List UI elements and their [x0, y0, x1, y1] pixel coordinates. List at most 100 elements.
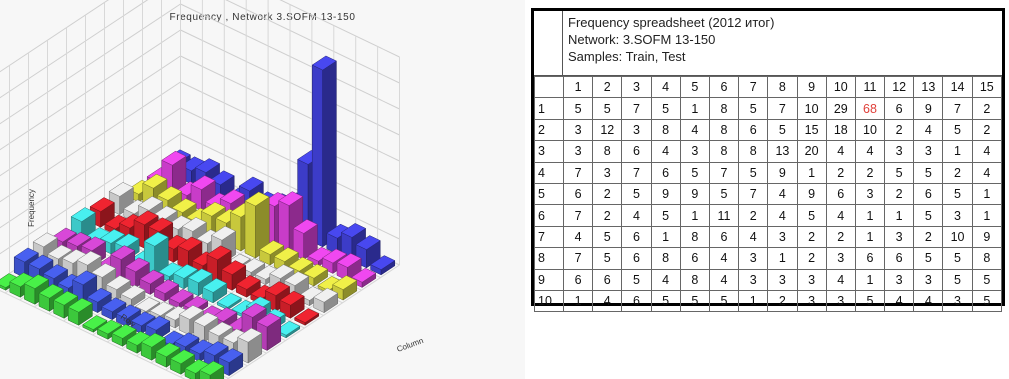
- table-cell: 2: [592, 204, 623, 227]
- bar: [47, 244, 73, 260]
- table-cell: 4: [708, 247, 740, 270]
- table-cell: 5: [942, 268, 973, 291]
- bar: [155, 342, 181, 358]
- bar: [80, 236, 107, 252]
- table-cell: 5: [942, 182, 973, 206]
- table-cell: 4: [854, 140, 886, 163]
- bar: [70, 207, 96, 222]
- table-cell: 7: [621, 97, 652, 120]
- bar: [96, 319, 123, 335]
- bar: [219, 189, 245, 204]
- table-cell: 9: [767, 161, 798, 184]
- table-cell: 8: [971, 247, 1003, 270]
- table-cell: 15: [796, 118, 827, 142]
- bar: [105, 275, 131, 290]
- table-cell: 9: [971, 225, 1003, 249]
- bar: [149, 301, 175, 317]
- bar: [370, 255, 396, 270]
- bar: [139, 269, 165, 285]
- table-cell: 3: [913, 268, 944, 291]
- table-cell: 1: [679, 204, 710, 227]
- row-label: 4: [534, 161, 564, 184]
- bar: [101, 297, 127, 313]
- frequency-table: 1 2 3 4 5 6 7 8 9 10 11 12 13 14 15 1 5 5 7 5 1 8 5 7 10 29 68 6 9 7 2…: [534, 75, 1003, 313]
- bar: [294, 308, 320, 323]
- bar: [130, 311, 156, 327]
- table-cell: 5: [592, 97, 623, 120]
- bar: [244, 200, 256, 259]
- grid-line: [0, 55, 181, 177]
- table-cell: 2: [854, 161, 886, 184]
- table-cell: 5: [592, 247, 623, 270]
- table-cell: 3: [884, 225, 915, 249]
- bar: [275, 320, 301, 336]
- y-axis-label: Frequency: [27, 189, 36, 227]
- table-cell: 5: [679, 289, 710, 313]
- table-cell: 6: [562, 182, 594, 206]
- table-cell: 5: [650, 97, 681, 120]
- table-cell: 6: [592, 268, 623, 291]
- table-cell: 2: [825, 161, 856, 184]
- table-cell: 4: [767, 182, 798, 206]
- table-cell: 5: [562, 97, 594, 120]
- table-cell: 3: [884, 268, 915, 291]
- table-cell: 5: [738, 161, 769, 184]
- table-cell: 2: [884, 182, 915, 206]
- table-cell: 3: [796, 289, 827, 313]
- table-cell: 8: [738, 140, 769, 163]
- bar: [340, 223, 367, 238]
- column-header: 2: [592, 75, 623, 99]
- bar: [256, 312, 282, 328]
- sheet-title: Frequency spreadsheet (2012 итог): [568, 15, 775, 30]
- table-cell: 6: [650, 161, 681, 184]
- bar: [332, 275, 358, 290]
- grid-line: [0, 3, 181, 125]
- table-cell: 6: [854, 247, 886, 270]
- bar: [76, 250, 102, 266]
- column-header: 4: [650, 75, 681, 99]
- table-cell: 6: [738, 118, 769, 142]
- table-cell: 4: [767, 204, 798, 227]
- table-cell: 3: [825, 289, 856, 313]
- table-cell: 10: [942, 225, 973, 249]
- table-cell: 8: [679, 225, 710, 249]
- row-label: 5: [534, 182, 564, 206]
- chart-panel: Frequency , Network 3.SOFM 13-150 102030…: [0, 0, 425, 379]
- bar: [322, 60, 337, 248]
- table-cell: 7: [942, 97, 973, 120]
- table-cell: 2: [767, 289, 798, 313]
- bar: [202, 278, 228, 293]
- bar: [283, 271, 310, 286]
- bar: [355, 235, 381, 250]
- table-cell: 4: [592, 289, 623, 313]
- table-cell: 6: [913, 182, 944, 206]
- table-cell: 7: [708, 161, 740, 184]
- bar: [89, 197, 115, 212]
- bar: [28, 254, 54, 270]
- table-cell: 5: [796, 204, 827, 227]
- table-cell: 5: [767, 118, 798, 142]
- column-header: 10: [825, 75, 856, 99]
- bar: [235, 275, 261, 290]
- bar: [108, 182, 134, 197]
- bar: [302, 263, 329, 279]
- table-cell: 11: [708, 204, 740, 227]
- bar: [124, 257, 150, 273]
- frequency-spreadsheet: Frequency spreadsheet (2012 итог) Networ…: [531, 8, 1005, 313]
- table-cell: 4: [825, 204, 856, 227]
- bar: [177, 236, 203, 252]
- column-header: 14: [942, 75, 973, 99]
- table-cell: 2: [796, 225, 827, 249]
- table-row: 6 7 2 4 5 1 11 2 4 5 4 1 1 5 3 1: [534, 204, 1003, 227]
- table-cell: 5: [650, 204, 681, 227]
- table-cell: 2: [738, 204, 769, 227]
- table-cell: 6: [621, 289, 652, 313]
- table-cell: 6: [621, 247, 652, 270]
- table-cell: 3: [738, 268, 769, 291]
- table-cell: 29: [825, 97, 856, 120]
- bar: [199, 360, 225, 376]
- table-cell: 9: [796, 182, 827, 206]
- table-cell: 5: [708, 182, 740, 206]
- table-cell: 5: [971, 289, 1003, 313]
